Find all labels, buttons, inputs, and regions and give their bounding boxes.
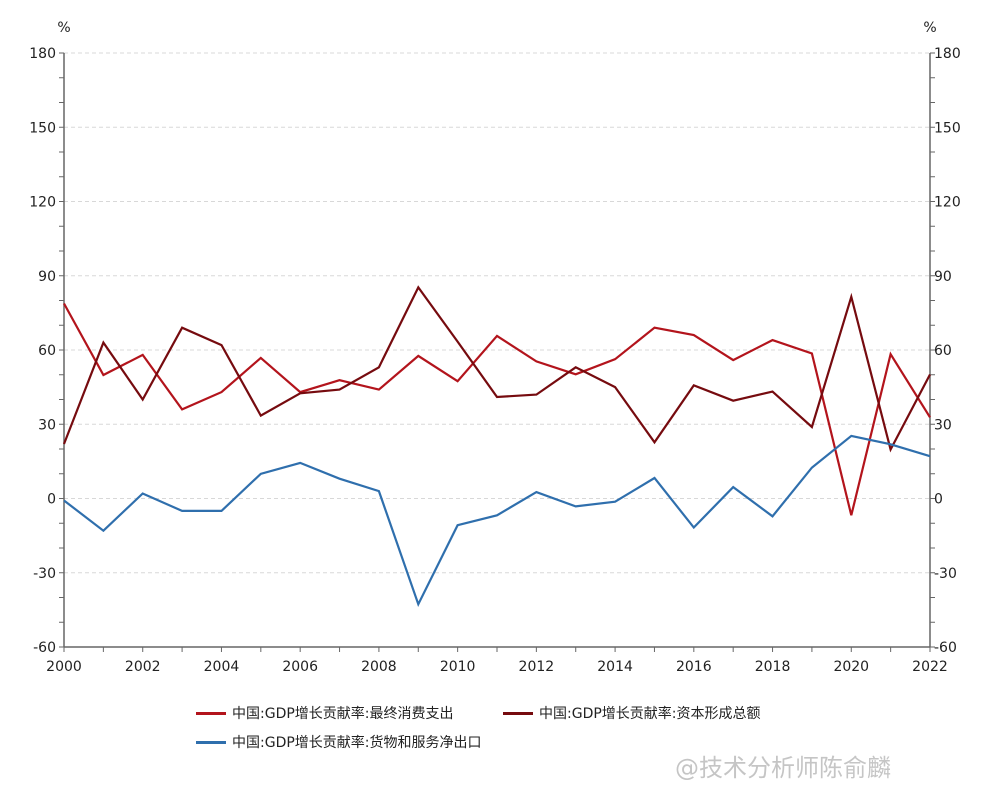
x-tick-label: 2006 <box>282 659 318 675</box>
y-tick-label-left: -60 <box>33 640 56 656</box>
y-tick-label-left: 150 <box>29 120 56 136</box>
legend-item-consumption: 中国:GDP增长贡献率:最终消费支出 <box>196 703 454 723</box>
y-tick-label-right: 0 <box>934 492 943 508</box>
y-tick-label-right: 90 <box>934 269 952 285</box>
y-tick-label-right: -60 <box>934 640 957 656</box>
y-tick-label-left: -30 <box>33 566 56 582</box>
legend-label-consumption: 中国:GDP增长贡献率:最终消费支出 <box>232 706 454 722</box>
x-tick-label: 2018 <box>755 659 791 675</box>
y-tick-label-right: -30 <box>934 566 957 582</box>
legend-swatch-net-exports <box>196 740 226 744</box>
y-tick-label-right: 150 <box>934 120 961 136</box>
x-tick-label: 2014 <box>597 659 633 675</box>
y-tick-label-left: 30 <box>38 417 56 433</box>
y-tick-label-right: 30 <box>934 417 952 433</box>
x-tick-label: 2010 <box>440 659 476 675</box>
y-tick-label-left: 60 <box>38 343 56 359</box>
legend-swatch-consumption <box>196 711 226 715</box>
legend-item-net-exports: 中国:GDP增长贡献率:货物和服务净出口 <box>196 732 482 752</box>
x-tick-label: 2012 <box>519 659 555 675</box>
y-axis-unit-left: % <box>57 20 70 36</box>
y-tick-label-right: 120 <box>934 195 961 211</box>
legend-label-capital: 中国:GDP增长贡献率:资本形成总额 <box>539 706 761 722</box>
y-tick-label-left: 120 <box>29 195 56 211</box>
x-tick-label: 2022 <box>912 659 948 675</box>
legend-swatch-capital <box>503 711 533 715</box>
y-axis-unit-right: % <box>923 20 936 36</box>
series-line-net-exports <box>63 434 931 608</box>
legend-item-capital: 中国:GDP增长贡献率:资本形成总额 <box>503 703 761 723</box>
x-tick-label: 2008 <box>361 659 397 675</box>
watermark: @技术分析师陈俞麟 <box>675 754 891 782</box>
legend-label-net-exports: 中国:GDP增长贡献率:货物和服务净出口 <box>232 735 482 751</box>
y-tick-label-left: 0 <box>47 492 56 508</box>
x-tick-label: 2002 <box>125 659 161 675</box>
x-tick-label: 2004 <box>204 659 240 675</box>
x-tick-label: 2000 <box>46 659 82 675</box>
y-tick-label-left: 90 <box>38 269 56 285</box>
y-tick-label-right: 180 <box>934 46 961 62</box>
x-tick-label: 2020 <box>833 659 869 675</box>
series-line-capital-formation <box>62 285 931 453</box>
x-tick-label: 2016 <box>676 659 712 675</box>
y-tick-label-right: 60 <box>934 343 952 359</box>
y-tick-label-left: 180 <box>29 46 56 62</box>
